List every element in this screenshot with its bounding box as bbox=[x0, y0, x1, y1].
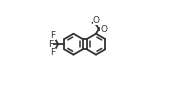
Text: O: O bbox=[93, 16, 100, 25]
Text: F: F bbox=[51, 48, 56, 57]
Text: F: F bbox=[51, 31, 56, 40]
Text: F: F bbox=[48, 40, 53, 49]
Text: O: O bbox=[101, 24, 108, 33]
